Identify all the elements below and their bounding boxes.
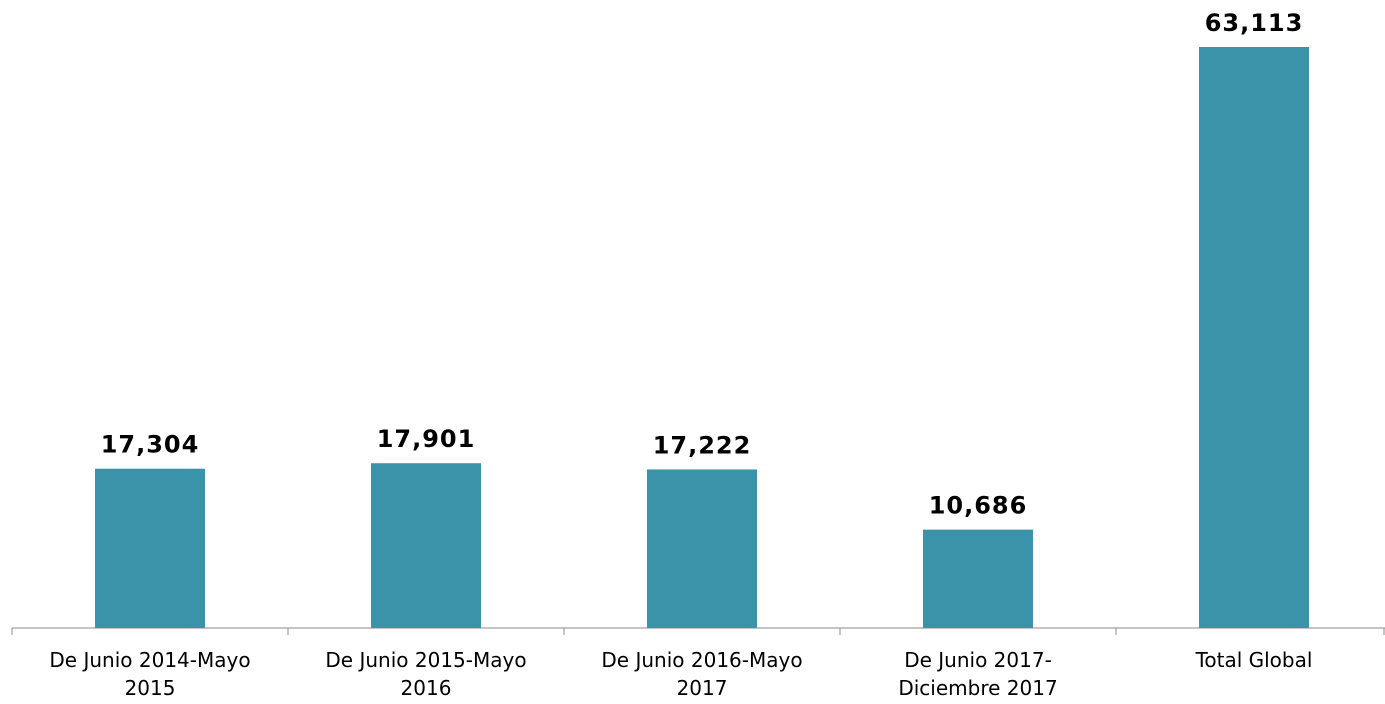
x-tick-label: De Junio 2015-Mayo 2016 <box>325 648 527 700</box>
x-tick-label: De Junio 2017-Diciembre 2017 <box>898 648 1058 700</box>
bar <box>647 469 757 628</box>
x-tick-label: Total Global <box>1195 648 1313 672</box>
data-label: 17,304 <box>101 431 200 459</box>
bar <box>95 468 205 628</box>
bar <box>371 463 481 628</box>
data-label: 63,113 <box>1205 9 1304 37</box>
bar <box>923 529 1033 628</box>
bar <box>1199 47 1309 628</box>
x-tick-label: De Junio 2016-Mayo 2017 <box>601 648 803 700</box>
data-label: 10,686 <box>929 492 1028 520</box>
data-label: 17,222 <box>653 431 752 459</box>
x-tick-label: De Junio 2014-Mayo 2015 <box>49 648 251 700</box>
data-label: 17,901 <box>377 425 476 453</box>
